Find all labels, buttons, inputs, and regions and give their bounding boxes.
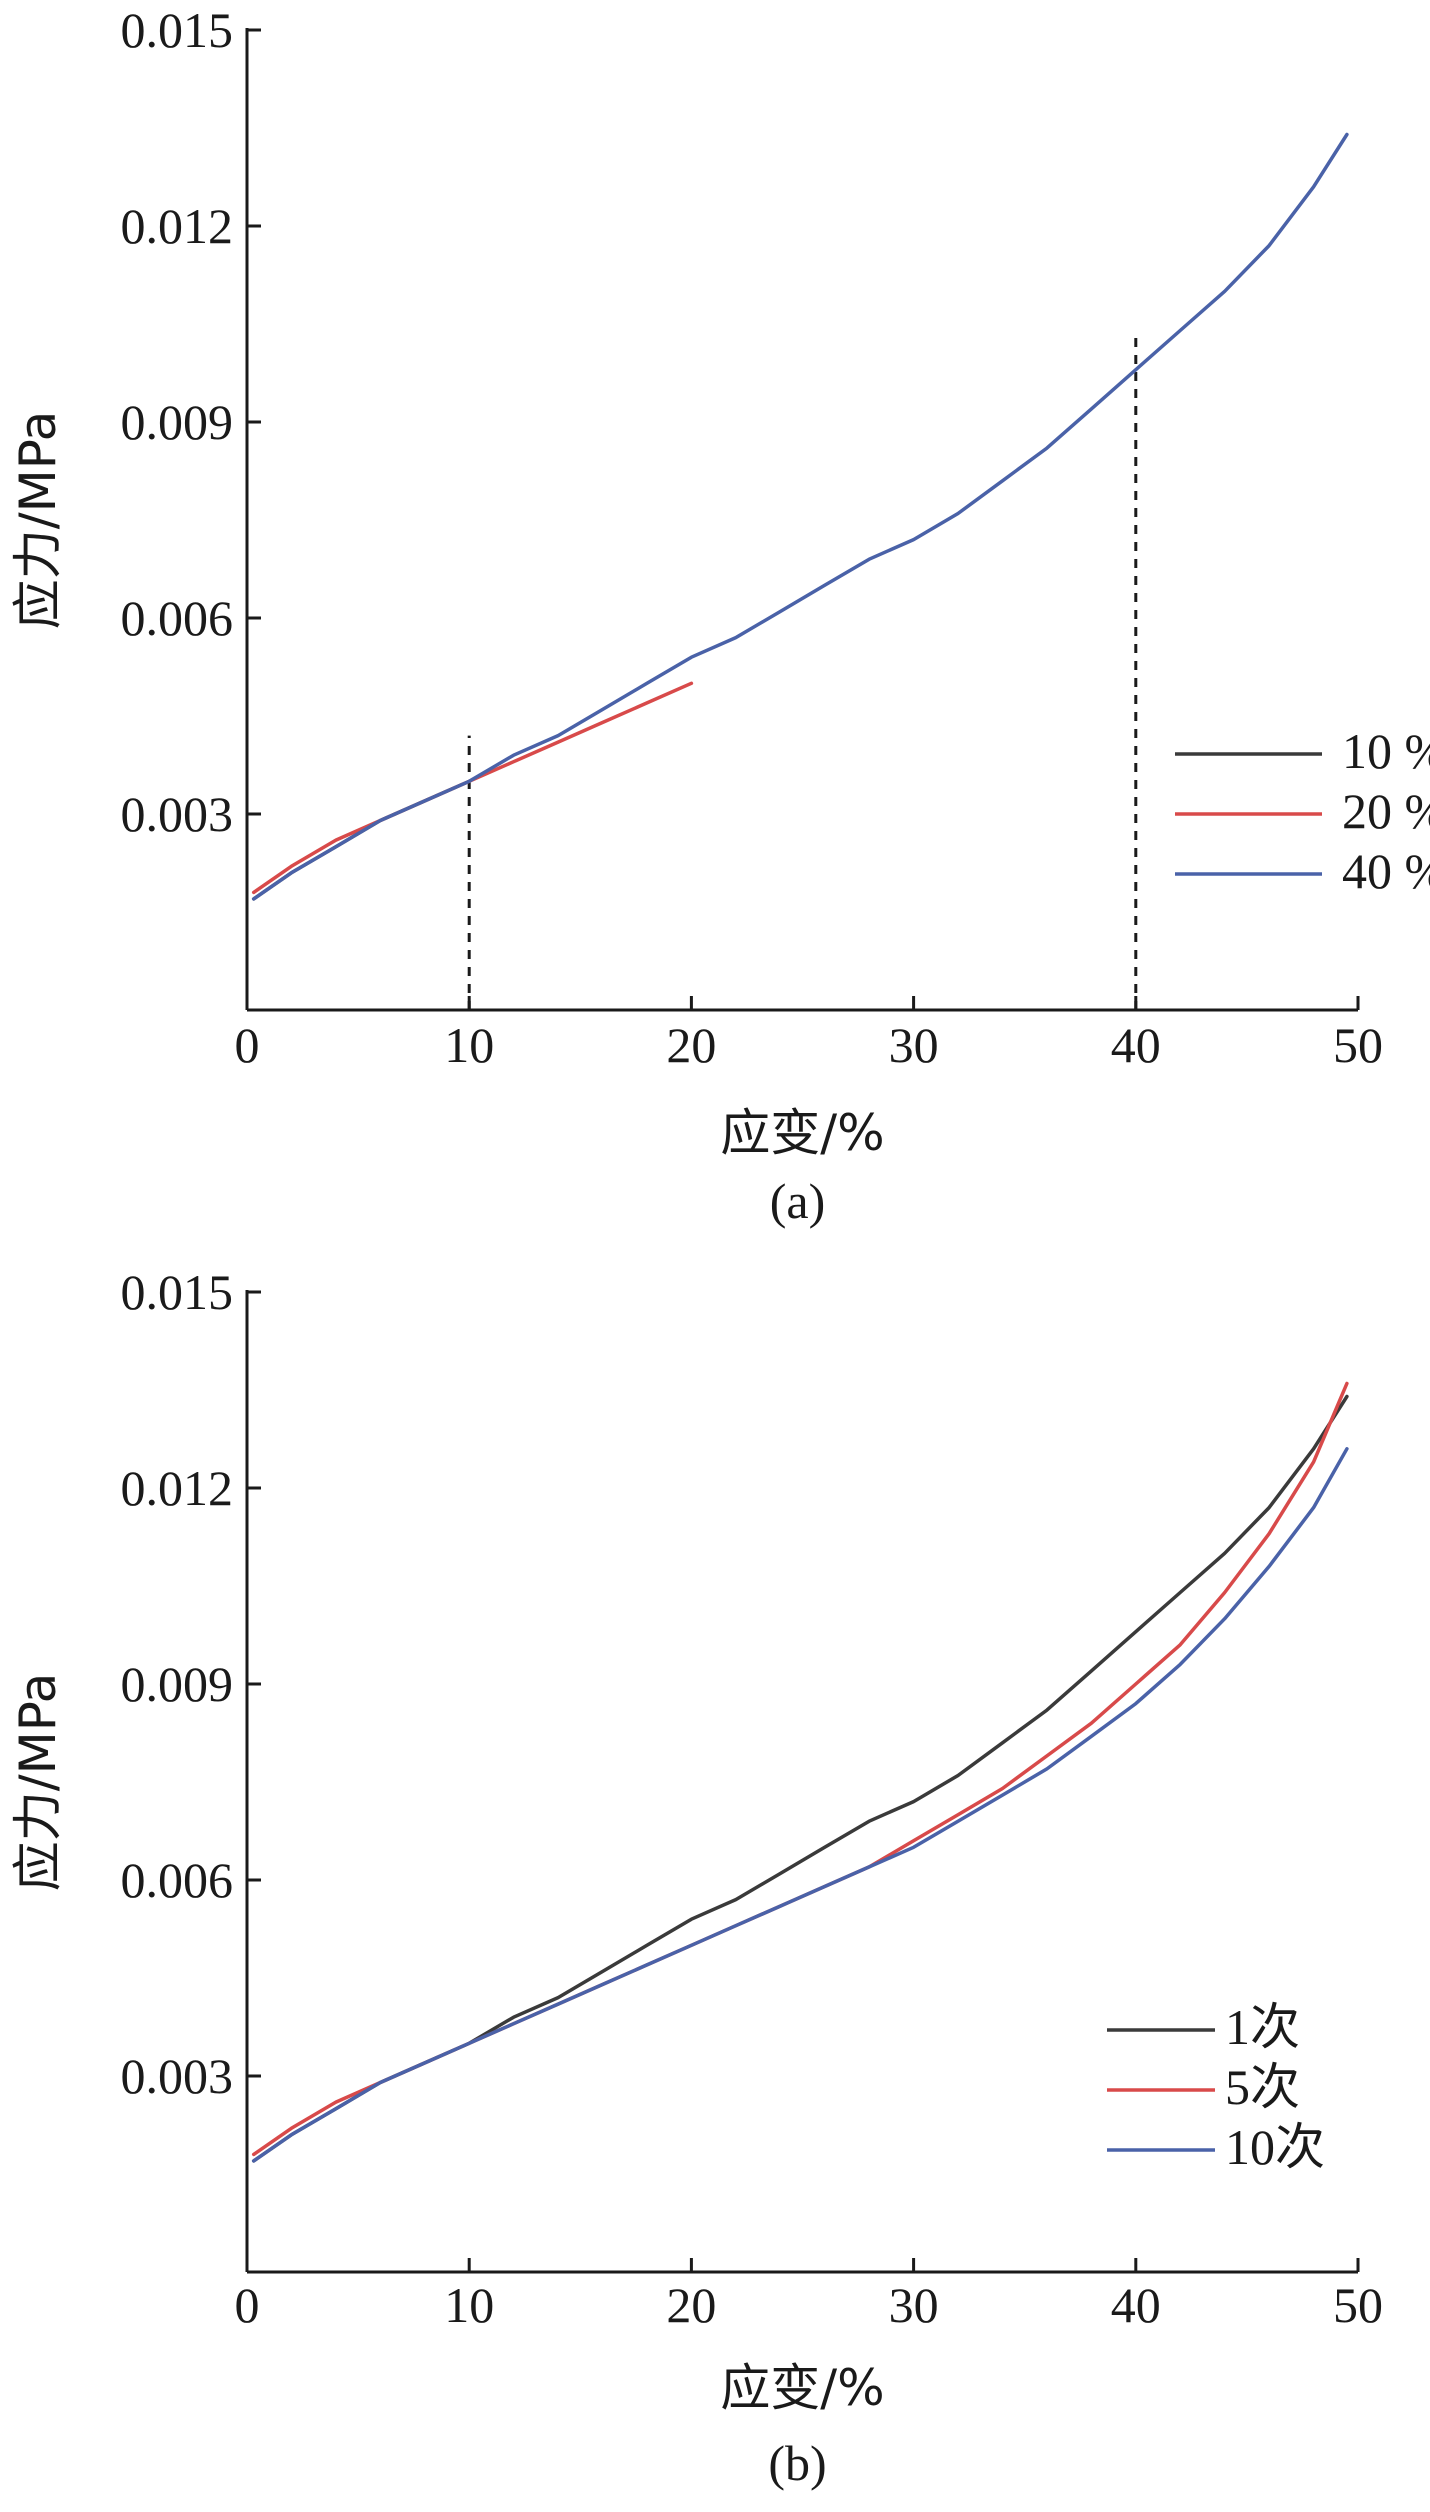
y-tick-label: 0.015 xyxy=(121,2,234,58)
y-tick-label: 0.012 xyxy=(121,198,234,254)
x-tick-label: 40 xyxy=(1111,2277,1161,2333)
series-line xyxy=(251,132,1349,901)
panel-label: (a) xyxy=(770,1173,826,1229)
x-axis-title: 应变/% xyxy=(720,2359,884,2417)
y-tick-label: 0.012 xyxy=(121,1460,234,1516)
y-tick-label: 0.009 xyxy=(121,394,234,450)
panel-b: 0 10 20 30 40 50 0.003 0.006 0.009 0.012 0.015 应变/%… xyxy=(9,1264,1383,2491)
x-tick-label: 30 xyxy=(889,2277,939,2333)
y-axis-title: 应力/MPa xyxy=(9,411,67,630)
y-tick-label: 0.009 xyxy=(121,1656,234,1712)
y-tick-label: 0.006 xyxy=(121,1852,234,1908)
panel-label: (b) xyxy=(768,2435,826,2491)
legend-label: 20 % xyxy=(1342,783,1430,839)
x-tick-label: 50 xyxy=(1333,1017,1383,1073)
x-tick-label: 10 xyxy=(444,1017,494,1073)
series-line xyxy=(251,1381,1349,2157)
y-tick-label: 0.003 xyxy=(121,786,234,842)
legend-label: 1次 xyxy=(1225,1999,1300,2055)
y-axis-title: 应力/MPa xyxy=(9,1673,67,1892)
x-tick-label: 10 xyxy=(444,2277,494,2333)
x-tick-label: 30 xyxy=(889,1017,939,1073)
y-tick-label: 0.006 xyxy=(121,590,234,646)
x-tick-label: 40 xyxy=(1111,1017,1161,1073)
x-tick-label: 20 xyxy=(666,1017,716,1073)
y-tick-label: 0.003 xyxy=(121,2048,234,2104)
legend-label: 5次 xyxy=(1225,2059,1300,2115)
legend-label: 40 % xyxy=(1342,843,1430,899)
series-line xyxy=(251,1394,1349,2163)
x-tick-label: 0 xyxy=(235,1017,260,1073)
y-tick-label: 0.015 xyxy=(121,1264,234,1320)
series-line xyxy=(251,681,694,895)
x-tick-label: 20 xyxy=(666,2277,716,2333)
legend-label: 10 % xyxy=(1342,723,1430,779)
x-tick-label: 50 xyxy=(1333,2277,1383,2333)
x-axis-title: 应变/% xyxy=(720,1104,884,1162)
series-line xyxy=(251,779,471,901)
legend-label: 10次 xyxy=(1225,2119,1325,2175)
series-line xyxy=(251,1447,1349,2163)
panel-a: 0 10 20 30 40 50 0.003 0.006 0.009 0.012 0.015 应变/%… xyxy=(9,2,1430,1229)
x-tick-label: 0 xyxy=(235,2277,260,2333)
